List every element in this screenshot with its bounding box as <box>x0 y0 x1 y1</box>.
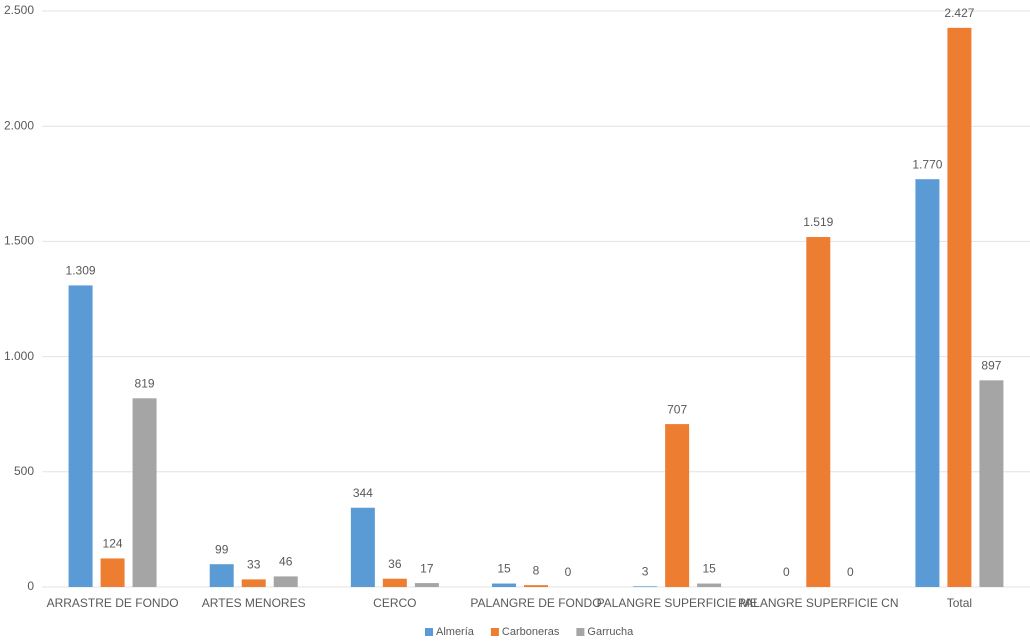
data-label: 33 <box>247 558 261 572</box>
data-label: 17 <box>420 561 434 575</box>
x-tick-label: PALANGRE DE FONDO <box>470 596 601 610</box>
legend-swatch <box>576 628 585 636</box>
data-label: 1.519 <box>803 215 833 229</box>
data-label: 2.427 <box>944 6 974 20</box>
bar <box>633 586 658 587</box>
bar <box>806 237 831 587</box>
legend-label: Garrucha <box>587 626 634 638</box>
y-tick-label: 1.000 <box>4 349 34 363</box>
data-label: 707 <box>667 402 687 416</box>
data-label: 124 <box>103 537 123 551</box>
x-tick-label: Total <box>947 596 972 610</box>
data-label: 1.309 <box>66 264 96 278</box>
data-label: 344 <box>353 486 373 500</box>
data-label: 99 <box>215 542 229 556</box>
data-label: 1.770 <box>912 157 942 171</box>
data-label: 15 <box>702 562 716 576</box>
legend-label: Carboneras <box>502 626 560 638</box>
legend-swatch <box>425 628 433 636</box>
data-label: 819 <box>135 376 155 390</box>
bar <box>209 564 234 587</box>
bar <box>697 583 722 587</box>
bar <box>273 576 298 587</box>
data-label: 0 <box>565 565 572 579</box>
x-tick-label: ARRASTRE DE FONDO <box>47 596 179 610</box>
legend-swatch <box>490 628 499 636</box>
bar <box>414 583 439 587</box>
x-tick-label: ARTES MENORES <box>202 596 306 610</box>
bar <box>947 27 972 587</box>
data-label: 8 <box>533 563 540 577</box>
x-tick-label: PALANGRE SUPERFICIE ME <box>597 596 758 610</box>
legend-label: Almería <box>436 626 475 638</box>
bar <box>132 398 157 587</box>
y-tick-label: 2.000 <box>4 118 34 132</box>
bar <box>665 424 690 587</box>
bar <box>915 179 940 587</box>
x-tick-label: PALANGRE SUPERFICIE CN <box>738 596 898 610</box>
data-label: 0 <box>847 565 854 579</box>
bar <box>100 558 125 587</box>
y-tick-label: 1.500 <box>4 234 34 248</box>
data-label: 46 <box>279 555 293 569</box>
bar <box>241 579 266 587</box>
x-tick-label: CERCO <box>373 596 416 610</box>
data-label: 897 <box>981 359 1001 373</box>
y-tick-label: 500 <box>14 464 34 478</box>
bar <box>382 578 407 587</box>
y-tick-label: 2.500 <box>4 3 34 17</box>
bar <box>350 507 375 587</box>
data-label: 15 <box>497 562 511 576</box>
data-label: 0 <box>783 565 790 579</box>
bar <box>68 285 93 587</box>
data-label: 36 <box>388 557 402 571</box>
data-label: 3 <box>642 564 649 578</box>
bar <box>492 583 516 587</box>
bar <box>524 585 548 587</box>
bar <box>979 380 1004 587</box>
y-tick-label: 0 <box>27 579 34 593</box>
